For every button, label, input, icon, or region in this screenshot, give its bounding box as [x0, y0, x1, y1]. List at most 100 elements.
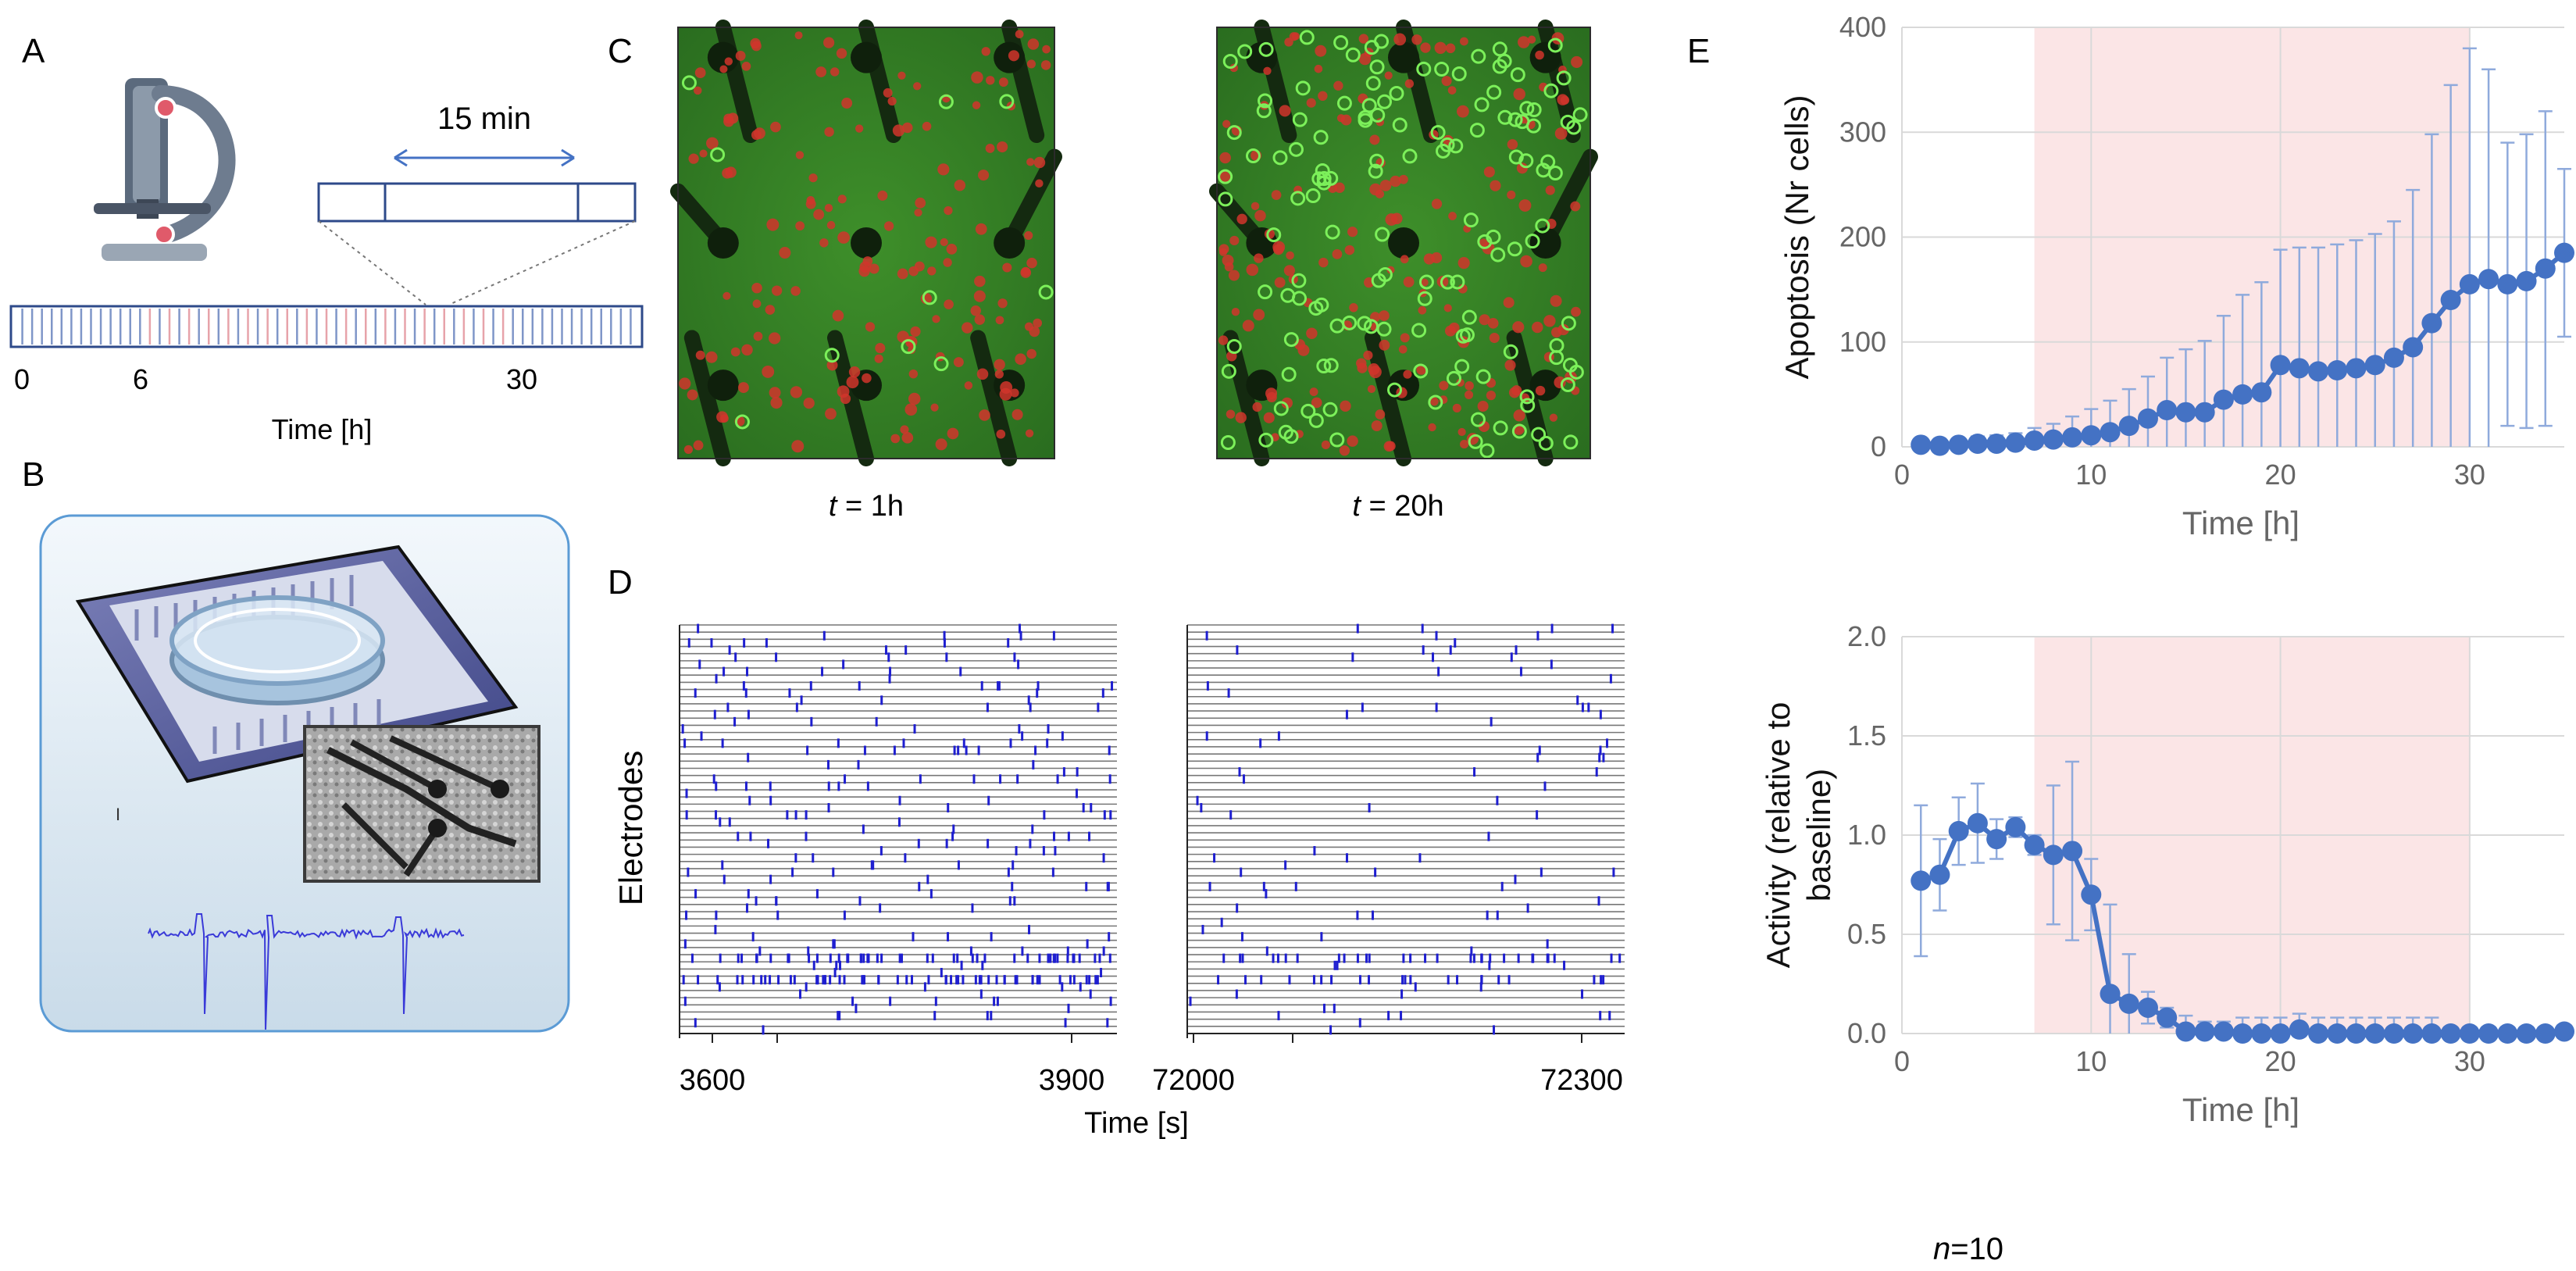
apoptotic-cell [1469, 123, 1485, 138]
apoptotic-cell [1392, 117, 1408, 133]
red-nucleus [1436, 276, 1449, 287]
data-point [2554, 1021, 2574, 1042]
apoptotic-cell [1474, 97, 1490, 112]
raster-xlabel: Time [s] [1084, 1107, 1189, 1140]
data-point [1967, 433, 1988, 454]
red-nucleus [1520, 255, 1532, 268]
red-nucleus [825, 408, 837, 420]
red-nucleus [997, 298, 1008, 309]
red-nucleus [1356, 358, 1367, 369]
activity-chart: 0.0 0.5 1.0 1.5 2.0 0 10 20 30 Time [h] Activity (… [1760, 620, 2574, 1128]
red-nucleus [1284, 37, 1293, 47]
red-nucleus [947, 427, 959, 440]
data-point [2289, 1019, 2310, 1040]
red-nucleus [724, 57, 733, 66]
red-nucleus [1020, 267, 1032, 278]
red-nucleus [1026, 59, 1036, 69]
apoptotic-cell [1272, 150, 1288, 166]
red-nucleus [1246, 263, 1259, 277]
red-nucleus [1274, 277, 1286, 288]
panel-d-letter: D [608, 563, 633, 602]
apoptotic-cell [1237, 44, 1253, 59]
apoptotic-cell [1288, 141, 1304, 157]
red-nucleus [869, 263, 879, 274]
electrode-pad [851, 41, 882, 73]
red-nucleus [1456, 105, 1469, 118]
red-nucleus [935, 438, 947, 451]
data-point [2383, 347, 2404, 368]
x-tick-label: 30 [2454, 459, 2485, 491]
red-nucleus [1420, 42, 1431, 53]
red-nucleus [1423, 253, 1435, 265]
red-nucleus [766, 218, 780, 231]
red-nucleus [1229, 235, 1240, 246]
red-nucleus [1369, 134, 1380, 145]
red-nucleus [1347, 435, 1358, 447]
red-nucleus [769, 387, 781, 399]
red-nucleus [1464, 390, 1474, 400]
data-point [2346, 1023, 2367, 1044]
red-nucleus [751, 282, 762, 294]
red-nucleus [1403, 277, 1415, 287]
electrode-pad [1388, 41, 1419, 73]
data-point [1911, 870, 1932, 891]
apoptotic-cell [1329, 318, 1345, 334]
apoptotic-cell [1226, 339, 1242, 355]
mea-chip-icon [75, 544, 519, 784]
red-nucleus [1340, 400, 1351, 412]
red-nucleus [1252, 402, 1262, 412]
apoptotic-cell [1389, 86, 1404, 102]
apoptotic-cell [1278, 424, 1293, 440]
y-tick-label: 100 [1839, 326, 1886, 358]
red-nucleus [1557, 323, 1569, 336]
red-nucleus [1033, 318, 1043, 328]
data-point [2440, 290, 2461, 311]
apoptotic-cell [1416, 61, 1432, 77]
data-point [1948, 820, 1969, 841]
red-nucleus [897, 268, 908, 280]
electrode-pad [851, 370, 882, 402]
red-nucleus [1477, 400, 1489, 412]
data-point [1986, 829, 2007, 850]
data-point [2364, 1023, 2385, 1044]
timeline-bar [9, 305, 644, 348]
apoptotic-cell [1038, 284, 1054, 300]
apoptotic-cell [1218, 191, 1233, 207]
red-nucleus [1508, 387, 1520, 398]
micrograph-1h [670, 20, 1062, 466]
raster-background [1187, 625, 1625, 1034]
red-nucleus [925, 236, 937, 248]
apoptotic-cell [1475, 369, 1491, 384]
apoptotic-cell [1315, 163, 1330, 179]
raster-plot-late [1186, 623, 1625, 1043]
red-nucleus [1411, 34, 1422, 45]
apoptotic-cell [1283, 332, 1299, 348]
apoptotic-cell [1361, 98, 1377, 113]
data-point [2251, 382, 2272, 403]
y-axis-label: Activity (relative to baseline) [1760, 702, 1837, 969]
red-nucleus [1263, 66, 1272, 75]
apoptotic-cell [1440, 274, 1455, 290]
red-nucleus [1002, 262, 1012, 273]
apoptotic-cell [1258, 284, 1273, 300]
data-point [2421, 1023, 2442, 1044]
red-nucleus [932, 315, 940, 323]
red-nucleus [1554, 376, 1566, 389]
apoptotic-cell [1316, 171, 1332, 187]
red-nucleus [900, 425, 909, 434]
data-point [2535, 258, 2556, 279]
data-point [1929, 864, 1950, 885]
red-nucleus [901, 432, 914, 444]
red-nucleus [927, 266, 937, 276]
apoptotic-cell [1520, 398, 1536, 413]
red-nucleus [1272, 244, 1284, 255]
apoptotic-cell [1535, 218, 1550, 234]
apoptotic-cell [1556, 70, 1572, 86]
apoptotic-cell [1486, 84, 1502, 100]
data-point [2478, 1023, 2499, 1044]
red-nucleus [683, 444, 694, 455]
data-point [1967, 812, 1988, 834]
apoptotic-cell [1295, 80, 1311, 96]
red-nucleus [1379, 310, 1390, 321]
